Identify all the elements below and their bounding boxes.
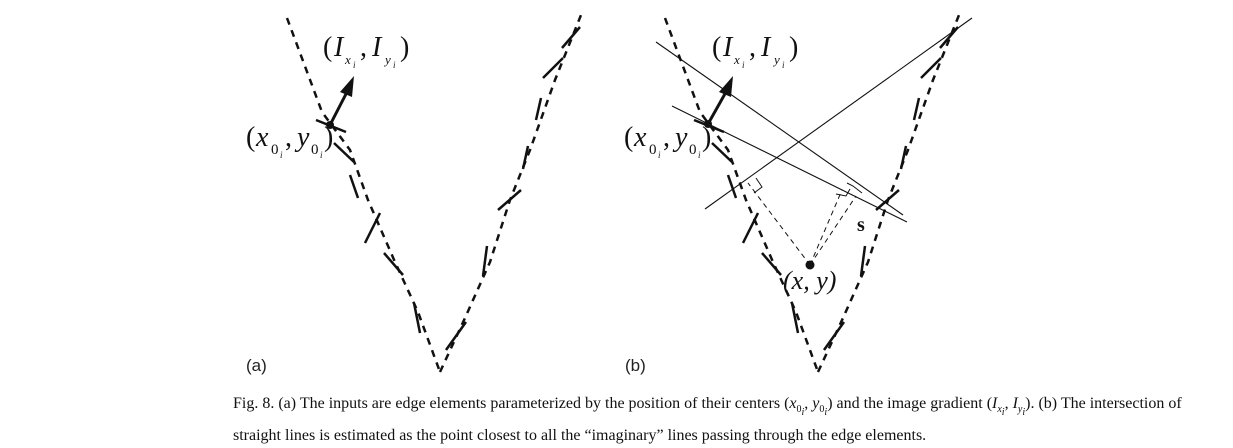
svg-text:i: i <box>320 150 323 160</box>
svg-text:x: x <box>633 122 647 153</box>
right-angle-markers <box>753 177 863 197</box>
v-contour-a <box>285 9 585 373</box>
svg-text:): ) <box>400 32 409 63</box>
svg-text:i: i <box>742 60 745 70</box>
svg-text:(: ( <box>712 32 721 63</box>
caption-fig-number: Fig. 8. <box>233 395 275 412</box>
svg-text:I: I <box>722 32 734 63</box>
caption-centers-math: (x0i, y0i) <box>784 395 833 419</box>
gradient-arrow-b <box>706 91 728 125</box>
svg-text:y: y <box>672 122 688 153</box>
edge-elements-b <box>693 26 959 351</box>
svg-text:0: 0 <box>689 142 697 158</box>
svg-text:i: i <box>393 60 396 70</box>
v-contour-b <box>663 9 963 373</box>
imaginary-lines <box>655 17 973 223</box>
svg-text:(: ( <box>246 122 255 153</box>
svg-text:y: y <box>294 122 310 153</box>
gradient-label-a: ( I x i , I y i ) <box>323 32 409 70</box>
svg-text:,: , <box>360 32 367 63</box>
svg-text:y: y <box>383 52 391 67</box>
svg-text:i: i <box>353 60 356 70</box>
estimated-point <box>805 260 815 270</box>
svg-text:0: 0 <box>271 142 279 158</box>
svg-text:i: i <box>658 150 661 160</box>
svg-text:I: I <box>333 32 345 63</box>
svg-text:,: , <box>663 122 670 153</box>
svg-text:,: , <box>749 32 756 63</box>
gradient-arrowhead-b <box>719 76 733 97</box>
panel-label-a: (a) <box>246 356 267 375</box>
center-label-b: ( x 0 i , y 0 i ) <box>624 122 711 160</box>
center-label-a: ( x 0 i , y 0 i ) <box>246 122 333 160</box>
caption-and-gradient: and the image gradient <box>836 395 983 412</box>
svg-text:I: I <box>760 32 772 63</box>
caption-part-a: (a) The inputs are edge elements paramet… <box>278 395 781 412</box>
figure-caption: Fig. 8. (a) The inputs are edge elements… <box>233 392 1208 447</box>
svg-text:I: I <box>371 32 383 63</box>
edge-elements-a <box>315 26 581 351</box>
distance-lines <box>747 182 857 266</box>
svg-text:y: y <box>772 52 780 67</box>
svg-text:x: x <box>255 122 269 153</box>
gradient-arrowhead-a <box>340 76 354 97</box>
svg-text:): ) <box>789 32 798 63</box>
svg-text:,: , <box>285 122 292 153</box>
svg-text:(: ( <box>624 122 633 153</box>
figure-diagram: ( I x i , I y i ) ( x 0 i , y 0 i ) (a) <box>246 9 973 375</box>
svg-text:0: 0 <box>311 142 319 158</box>
svg-text:i: i <box>698 150 701 160</box>
estimated-point-label: (x, y) <box>783 266 836 295</box>
gradient-arrow-a <box>328 91 349 126</box>
gradient-label-b: ( I x i , I y i ) <box>712 32 798 70</box>
caption-part-b: . (b) The intersection of straight lines… <box>233 395 1182 445</box>
s-label: s <box>857 214 865 236</box>
panel-a: ( I x i , I y i ) ( x 0 i , y 0 i ) (a) <box>246 9 585 375</box>
svg-text:x: x <box>733 52 740 67</box>
svg-text:(: ( <box>323 32 332 63</box>
svg-text:i: i <box>782 60 785 70</box>
caption-gradient-math: (Ixi, Iyi) <box>986 395 1031 419</box>
panel-label-b: (b) <box>625 356 646 375</box>
svg-text:): ) <box>702 122 711 153</box>
svg-text:x: x <box>344 52 351 67</box>
panel-b: ( I x i , I y i ) ( x 0 i , y 0 i ) (x, … <box>624 9 973 375</box>
svg-text:i: i <box>280 150 283 160</box>
svg-text:0: 0 <box>649 142 657 158</box>
svg-text:): ) <box>324 122 333 153</box>
